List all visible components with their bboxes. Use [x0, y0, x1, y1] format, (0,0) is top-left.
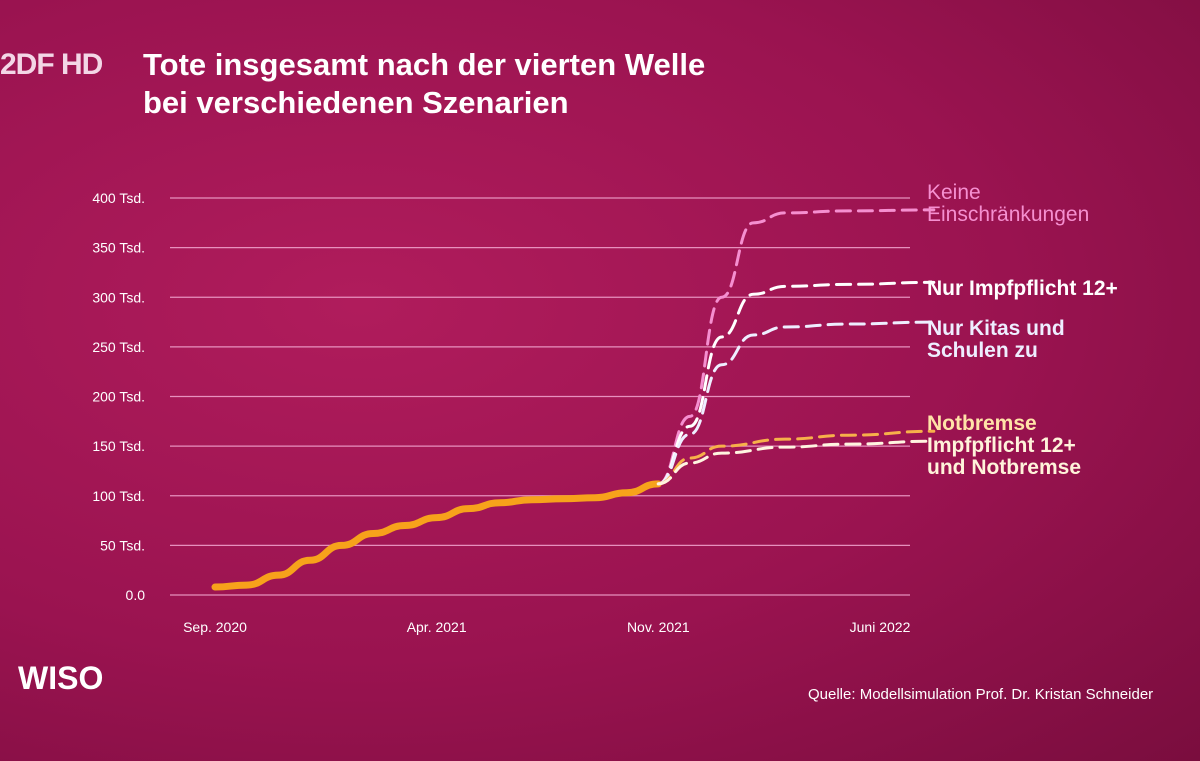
title-line: bei verschiedenen Szenarien [143, 85, 569, 120]
series-label: Impfpflicht 12+ und Notbremse [927, 435, 1081, 479]
series-label-line: Nur Kitas und [927, 317, 1065, 341]
y-tick-label: 0.0 [126, 587, 146, 603]
series-label-line: Einschränkungen [927, 202, 1090, 226]
series-label: Keine Einschränkungen [927, 180, 1090, 226]
series-label: Notbremse [927, 413, 1037, 435]
series-label-line: Schulen zu [927, 339, 1038, 363]
y-tick-label: 50 Tsd. [100, 537, 145, 553]
y-tick-label: 150 Tsd. [92, 438, 145, 454]
source-note: Quelle: Modellsimulation Prof. Dr. Krist… [808, 686, 1154, 703]
series-label: Nur Kitas und Schulen zu [927, 318, 1065, 362]
y-tick-label: 350 Tsd. [92, 240, 145, 256]
series-label-line: und Notbremse [927, 456, 1082, 480]
series-label-line: Keine [927, 180, 981, 204]
series-line-1 [656, 208, 936, 486]
chart-title: Tote insgesamt nach der vierten Welle be… [143, 46, 705, 122]
y-tick-label: 300 Tsd. [92, 289, 145, 305]
title-line: Tote insgesamt nach der vierten Welle [143, 47, 706, 82]
y-tick-label: 250 Tsd. [92, 339, 145, 355]
series-line-2 [656, 280, 936, 486]
show-logo: WISO [18, 660, 104, 696]
series-label-line: Impfpflicht 12+ [927, 434, 1076, 458]
y-tick-label: 400 Tsd. [92, 190, 145, 206]
x-tick-label: Sep. 2020 [183, 619, 247, 635]
series-line-5 [656, 439, 936, 486]
series-line-4 [656, 429, 936, 486]
x-tick-label: Apr. 2021 [407, 619, 467, 635]
channel-logo: 2DF HD [0, 48, 103, 81]
x-tick-label: Juni 2022 [850, 619, 911, 635]
series-label-line: Notbremse [927, 412, 1037, 436]
series-label: Nur Impfpflicht 12+ [927, 278, 1118, 300]
series-line-3 [656, 320, 936, 486]
series-label-line: Nur Impfpflicht 12+ [927, 277, 1118, 301]
x-tick-label: Nov. 2021 [627, 619, 690, 635]
y-tick-label: 100 Tsd. [92, 488, 145, 504]
series-line-0 [211, 480, 662, 591]
y-tick-label: 200 Tsd. [92, 389, 145, 405]
